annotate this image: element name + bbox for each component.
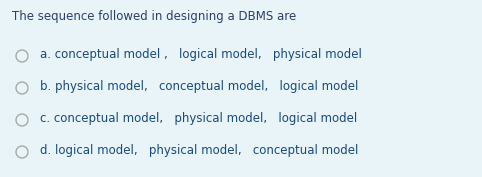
- Text: The sequence followed in designing a DBMS are: The sequence followed in designing a DBM…: [12, 10, 296, 23]
- Text: d. logical model,   physical model,   conceptual model: d. logical model, physical model, concep…: [40, 144, 359, 157]
- Text: a. conceptual model ,   logical model,   physical model: a. conceptual model , logical model, phy…: [40, 48, 362, 61]
- Text: b. physical model,   conceptual model,   logical model: b. physical model, conceptual model, log…: [40, 80, 359, 93]
- Text: c. conceptual model,   physical model,   logical model: c. conceptual model, physical model, log…: [40, 112, 357, 125]
